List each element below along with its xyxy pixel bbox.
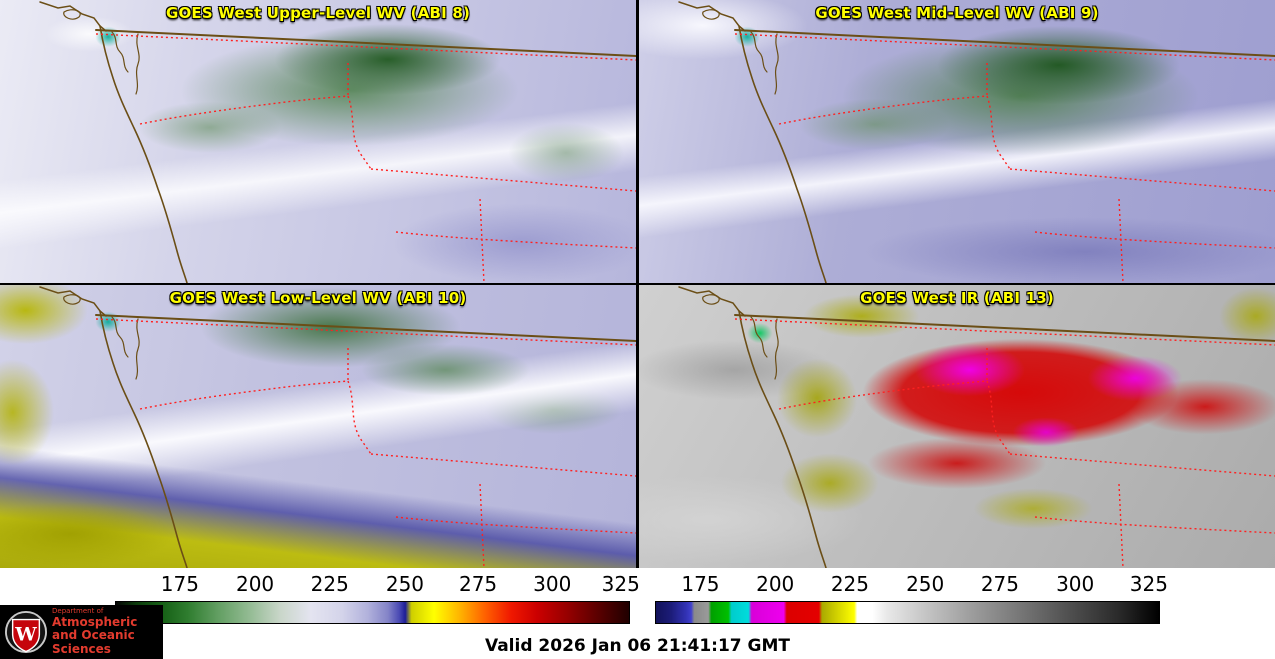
valid-timestamp: Valid 2026 Jan 06 21:41:17 GMT bbox=[484, 636, 791, 656]
colorbar-tick-label: 200 bbox=[756, 572, 795, 596]
satellite-imagery-abi13 bbox=[639, 285, 1275, 568]
logo-text: Department of Atmospheric and Oceanic Sc… bbox=[52, 607, 158, 657]
panel-title: GOES West Mid-Level WV (ABI 9) bbox=[815, 4, 1099, 22]
ir-colorbar-gradient bbox=[655, 601, 1160, 624]
colorbar-tick-label: 325 bbox=[1129, 572, 1168, 596]
panel-low-level-wv: GOES West Low-Level WV (ABI 10) bbox=[0, 285, 636, 568]
colorbar-tick-label: 250 bbox=[906, 572, 945, 596]
colorbar-tick-label: 225 bbox=[310, 572, 349, 596]
logo-dept-prefix: Department of bbox=[52, 607, 104, 616]
map-overlay bbox=[678, 1, 1275, 283]
map-overlay bbox=[678, 286, 1275, 568]
colorbar-tick-label: 300 bbox=[533, 572, 572, 596]
colorbar-tick-label: 325 bbox=[601, 572, 640, 596]
map-overlay bbox=[39, 286, 636, 568]
panel-upper-level-wv: GOES West Upper-Level WV (ABI 8) bbox=[0, 0, 636, 283]
colorbar-tick-label: 250 bbox=[385, 572, 425, 596]
footer: 175 200 225 250 275 300 325 175 200 225 … bbox=[0, 568, 1275, 659]
wv-colorbar: 175 200 225 250 275 300 325 bbox=[115, 572, 640, 628]
satellite-imagery-abi9 bbox=[639, 0, 1275, 283]
wv-colorbar-gradient bbox=[115, 601, 630, 624]
colorbar-tick-label: 200 bbox=[235, 572, 275, 596]
logo-dept-line1: Atmospheric bbox=[52, 614, 138, 629]
colorbar-tick-label: 175 bbox=[160, 572, 199, 596]
panel-title: GOES West IR (ABI 13) bbox=[860, 289, 1054, 307]
colorbar-tick-label: 225 bbox=[830, 572, 870, 596]
panel-title: GOES West Upper-Level WV (ABI 8) bbox=[165, 4, 471, 22]
colorbar-tick-label: 275 bbox=[458, 572, 498, 596]
uw-aos-logo: W Department of Atmospheric and Oceanic … bbox=[0, 605, 163, 659]
crest-letter: W bbox=[14, 623, 37, 646]
ir-colorbar: 175 200 225 250 275 300 325 bbox=[655, 572, 1168, 628]
panel-title: GOES West Low-Level WV (ABI 10) bbox=[169, 289, 467, 307]
colorbar-tick-label: 300 bbox=[1056, 572, 1095, 596]
panel-mid-level-wv: GOES West Mid-Level WV (ABI 9) bbox=[639, 0, 1275, 283]
colorbar-tick-label: 275 bbox=[980, 572, 1019, 596]
logo-dept-line2: and Oceanic Sciences bbox=[52, 628, 135, 657]
satellite-imagery-abi8 bbox=[0, 0, 636, 283]
panel-ir: GOES West IR (ABI 13) bbox=[639, 285, 1275, 568]
map-overlay bbox=[39, 1, 636, 283]
colorbar-tick-label: 175 bbox=[681, 572, 720, 596]
uw-crest-icon: W bbox=[5, 611, 47, 653]
satellite-imagery-abi10 bbox=[0, 285, 636, 568]
